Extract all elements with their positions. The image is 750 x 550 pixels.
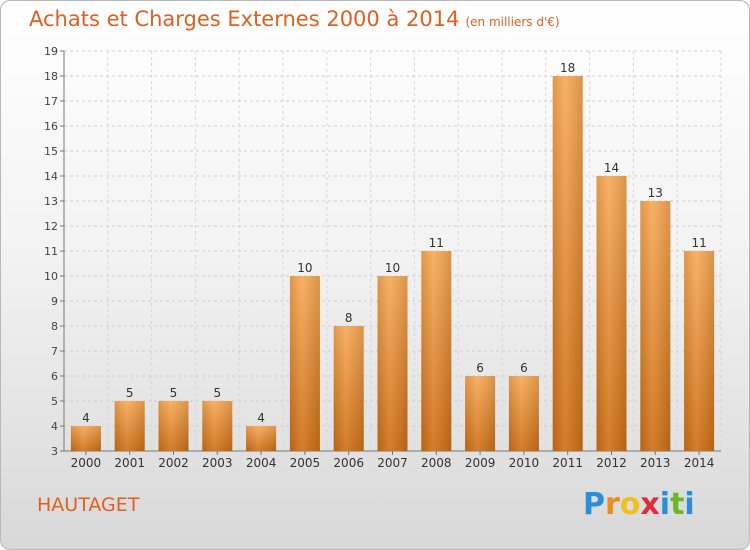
- x-tick-label: 2011: [552, 456, 583, 470]
- bar-value-label: 14: [604, 161, 619, 175]
- y-tick-label: 14: [44, 170, 58, 183]
- y-tick-label: 7: [51, 345, 58, 358]
- bar-value-label: 10: [297, 261, 312, 275]
- x-tick-label: 2010: [509, 456, 540, 470]
- logo-letter: t: [670, 487, 685, 522]
- logo-letter: i: [659, 487, 671, 522]
- chart-title: Achats et Charges Externes 2000 à 2014 (e…: [29, 7, 560, 31]
- bar-value-label: 4: [257, 411, 265, 425]
- y-tick-label: 4: [51, 420, 58, 433]
- y-tick-label: 3: [51, 445, 58, 458]
- bar-value-label: 5: [213, 386, 221, 400]
- logo-letter: x: [640, 487, 660, 522]
- city-name: HAUTAGET: [37, 494, 140, 516]
- bar-shade: [202, 401, 233, 451]
- x-tick-label: 2003: [202, 456, 233, 470]
- y-tick-label: 10: [44, 270, 58, 283]
- y-tick-label: 6: [51, 370, 58, 383]
- proxiti-logo[interactable]: Proxiti: [583, 487, 695, 522]
- chart-subtitle: (en milliers d'€): [465, 15, 560, 29]
- x-tick-label: 2000: [71, 456, 102, 470]
- y-tick-label: 5: [51, 395, 58, 408]
- x-tick-label: 2012: [596, 456, 627, 470]
- y-tick-label: 19: [44, 45, 58, 58]
- x-tick-label: 2007: [377, 456, 408, 470]
- bar-value-label: 4: [82, 411, 90, 425]
- bar-value-label: 18: [560, 61, 575, 75]
- y-tick-label: 8: [51, 320, 58, 333]
- bar-shade: [158, 401, 189, 451]
- bar-shade: [114, 401, 145, 451]
- x-tick-label: 2002: [158, 456, 189, 470]
- y-tick-label: 17: [44, 95, 58, 108]
- x-tick-label: 2013: [640, 456, 671, 470]
- y-tick-label: 12: [44, 220, 58, 233]
- y-tick-label: 13: [44, 195, 58, 208]
- y-tick-label: 16: [44, 120, 58, 133]
- x-tick-label: 2008: [421, 456, 452, 470]
- bar-shade: [465, 376, 496, 451]
- bar-value-label: 5: [170, 386, 178, 400]
- bar-value-label: 8: [345, 311, 353, 325]
- bar-shade: [377, 276, 408, 451]
- bar-value-label: 5: [126, 386, 134, 400]
- logo-letter: o: [619, 487, 641, 522]
- bar-value-label: 13: [648, 186, 663, 200]
- bar-shade: [70, 426, 101, 451]
- bars: [70, 76, 715, 451]
- bar-value-label: 6: [476, 361, 484, 375]
- y-tick-label: 9: [51, 295, 58, 308]
- logo-letter: P: [583, 487, 605, 522]
- logo-letter: i: [684, 487, 695, 522]
- bar-shade: [552, 76, 583, 451]
- y-tick-label: 18: [44, 70, 58, 83]
- x-tick-label: 2009: [465, 456, 496, 470]
- bar-shade: [684, 251, 715, 451]
- data-labels: 4 5 5 5 4 10 8 10 11 6 6 18 14 13 11: [82, 61, 707, 425]
- bar-value-label: 6: [520, 361, 528, 375]
- bar-shade: [640, 201, 671, 451]
- bar-shade: [421, 251, 452, 451]
- x-tick-label: 2001: [114, 456, 145, 470]
- x-tick-label: 2004: [246, 456, 277, 470]
- logo-letter: r: [605, 487, 620, 522]
- bar-shade: [596, 176, 627, 451]
- bar-value-label: 10: [385, 261, 400, 275]
- bar-shade: [289, 276, 320, 451]
- bar-shade: [246, 426, 277, 451]
- y-tick-label: 15: [44, 145, 58, 158]
- bar-value-label: 11: [429, 236, 444, 250]
- x-tick-label: 2005: [290, 456, 321, 470]
- bar-shade: [333, 326, 364, 451]
- bar-shade: [508, 376, 539, 451]
- chart-title-text: Achats et Charges Externes 2000 à 2014: [29, 7, 460, 31]
- x-tick-label: 2014: [684, 456, 715, 470]
- y-tick-label: 11: [44, 245, 58, 258]
- bar-value-label: 11: [691, 236, 706, 250]
- x-tick-label: 2006: [333, 456, 364, 470]
